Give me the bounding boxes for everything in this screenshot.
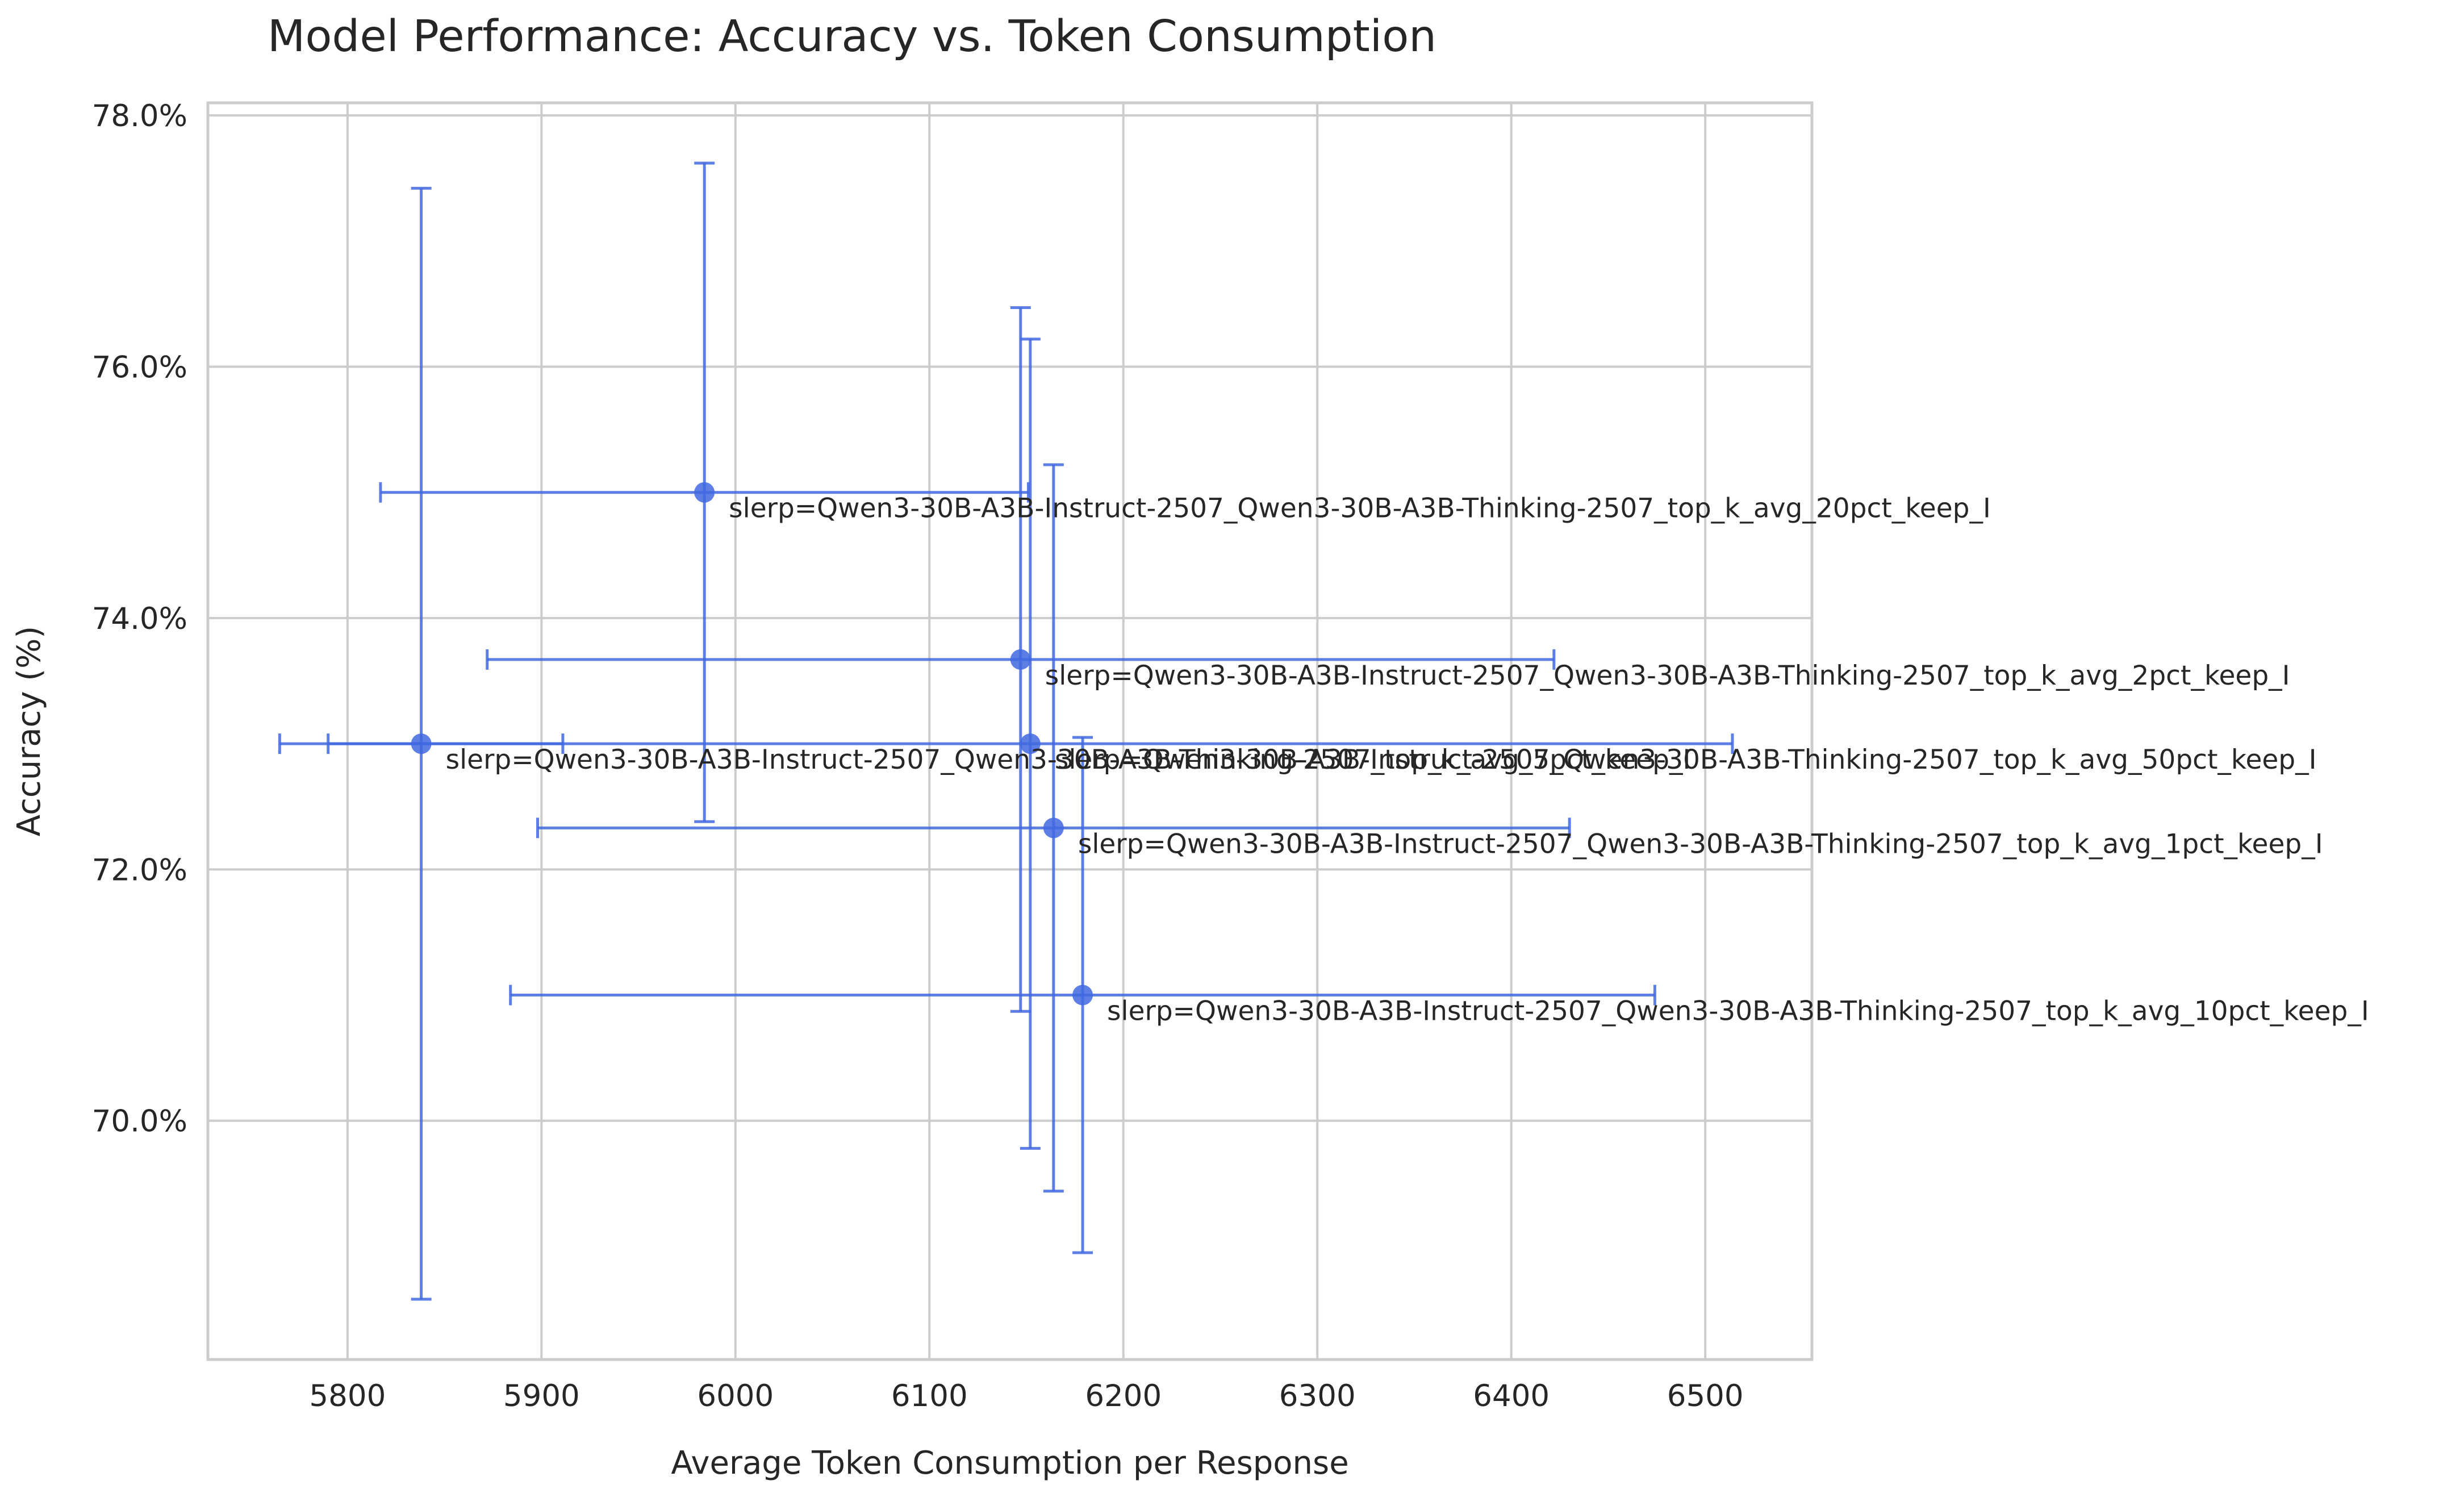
data-points: [411, 482, 1093, 1006]
data-point: [694, 482, 715, 503]
x-tick-label: 6300: [1279, 1379, 1356, 1413]
data-point: [1072, 985, 1093, 1006]
x-axis-label: Average Token Consumption per Response: [671, 1445, 1348, 1482]
x-tick-label: 6500: [1667, 1379, 1744, 1413]
y-tick-label: 74.0%: [92, 602, 187, 636]
data-point: [1010, 649, 1031, 670]
point-labels: slerp=Qwen3-30B-A3B-Instruct-2507_Qwen3-…: [446, 493, 2369, 1027]
data-point: [1020, 733, 1041, 754]
chart-title: Model Performance: Accuracy vs. Token Co…: [268, 11, 1436, 62]
data-point: [1043, 818, 1064, 839]
y-tick-label: 76.0%: [92, 351, 187, 385]
point-label: slerp=Qwen3-30B-A3B-Instruct-2507_Qwen3-…: [1078, 828, 2323, 860]
y-axis-label: Accuracy (%): [11, 626, 48, 836]
x-tick-label: 6000: [697, 1379, 774, 1413]
y-tick-label: 70.0%: [92, 1104, 187, 1139]
error-bars: [278, 161, 1734, 1301]
tick-labels: 5800 5900 6000 6100 6200 6300 6400 6500 70.0% 72.…: [92, 99, 1744, 1413]
point-label: slerp=Qwen3-30B-A3B-Instruct-2507_Qwen3-…: [446, 744, 1691, 775]
plot-frame: [206, 101, 1814, 1361]
x-tick-label: 6100: [891, 1379, 968, 1413]
x-tick-label: 5800: [309, 1379, 386, 1413]
point-label: slerp=Qwen3-30B-A3B-Instruct-2507_Qwen3-…: [729, 493, 1991, 524]
y-tick-label: 72.0%: [92, 853, 187, 887]
point-label: slerp=Qwen3-30B-A3B-Instruct-2507_Qwen3-…: [1045, 660, 2290, 691]
data-point: [411, 733, 432, 754]
x-tick-label: 6400: [1473, 1379, 1550, 1413]
x-tick-label: 5900: [503, 1379, 580, 1413]
point-label: slerp=Qwen3-30B-A3B-Instruct-2507_Qwen3-…: [1055, 744, 2317, 775]
grid: [208, 103, 1812, 1359]
y-tick-label: 78.0%: [92, 99, 187, 134]
x-tick-label: 6200: [1085, 1379, 1162, 1413]
point-label: slerp=Qwen3-30B-A3B-Instruct-2507_Qwen3-…: [1107, 996, 2369, 1027]
